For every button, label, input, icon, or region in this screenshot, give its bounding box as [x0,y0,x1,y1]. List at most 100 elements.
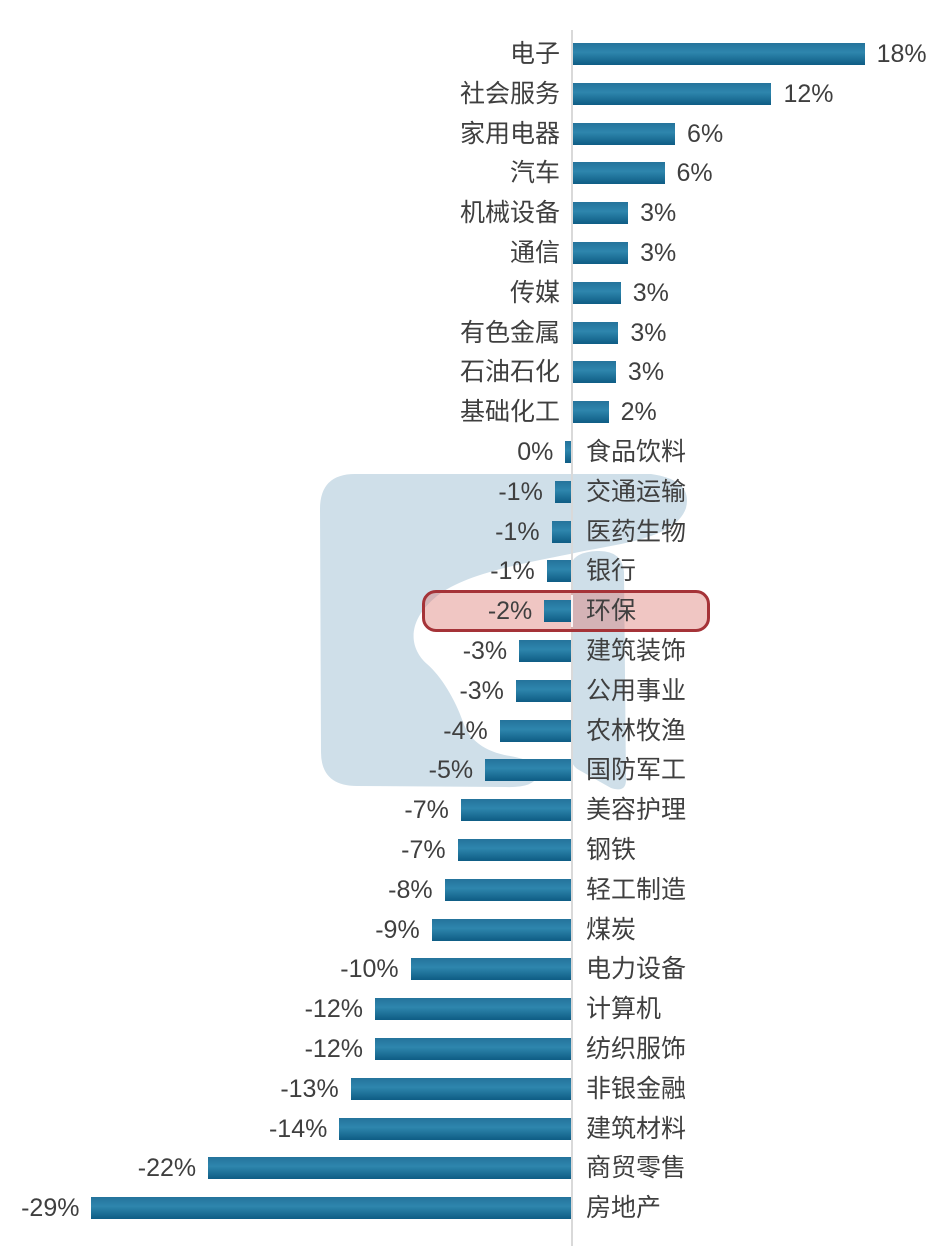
bar [573,321,619,344]
axis-zero-line [571,30,573,1246]
bar [573,202,629,225]
category-label: 通信 [509,239,560,267]
bar [565,441,571,463]
bar [573,361,616,384]
value-label: -12% [304,995,363,1024]
bar-row: 房地产 -29% [0,1188,946,1228]
value-label: 3% [627,358,665,387]
bar-row: 钢铁 -7% [0,830,946,870]
value-label: -22% [137,1154,197,1183]
category-label: 农林牧渔 [586,716,687,745]
bar [431,918,571,941]
bar [515,679,571,702]
bar-row: 环保 -2% [0,591,946,631]
bar-row: 食品饮料 0% [0,432,946,472]
category-label: 交通运输 [586,477,687,506]
bar-row: 汽车 6% [0,153,946,193]
value-label: 2% [620,398,657,427]
s-logo-left-swoosh [320,474,687,788]
s-logo-watermark [320,474,687,790]
value-label: -3% [459,676,504,705]
bar-row: 建筑材料 -14% [0,1109,946,1149]
bar [350,1077,571,1100]
bar-row: 银行 -1% [0,551,946,591]
bar-row: 电力设备 -10% [0,949,946,989]
category-label: 汽车 [509,159,560,188]
bar-row: 国防军工 -5% [0,750,946,790]
value-label: -29% [21,1194,80,1223]
bar-row: 石油石化 3% [0,352,946,392]
category-label: 公用事业 [586,676,687,705]
bar [499,719,571,742]
bar-row: 建筑装饰 -3% [0,631,946,671]
bar-row: 医药生物 -1% [0,512,946,552]
value-label: -5% [428,756,474,785]
value-label: -1% [490,557,535,586]
value-label: -13% [280,1074,339,1103]
category-label: 非银金融 [586,1074,687,1103]
bar [91,1197,571,1220]
category-label: 美容护理 [586,796,687,825]
bar [444,878,571,901]
category-label: 计算机 [586,995,662,1024]
value-label: 0% [517,438,554,466]
bar-row: 通信 3% [0,233,946,273]
bar [410,958,571,981]
bar-row: 美容护理 -7% [0,790,946,830]
category-label: 钢铁 [586,836,637,864]
bar-row: 基础化工 2% [0,392,946,432]
value-label: -14% [268,1114,328,1143]
category-label: 传媒 [509,278,560,307]
bar [339,1117,571,1140]
category-label: 电力设备 [586,955,687,984]
category-label: 机械设备 [459,199,560,228]
bar [457,839,571,861]
bar [573,401,609,424]
category-label: 环保 [586,597,637,626]
bar-row: 计算机 -12% [0,989,946,1029]
bar [573,122,676,145]
value-label: -1% [498,477,543,506]
bar-row: 非银金融 -13% [0,1069,946,1109]
bar [208,1157,571,1180]
category-label: 社会服务 [459,79,560,108]
s-logo-right-stroke [571,550,626,790]
bar-row: 交通运输 -1% [0,472,946,512]
category-label: 建筑装饰 [586,637,687,665]
bar-row: 电子 18% [0,34,946,74]
value-label: 6% [687,119,724,148]
value-label: -1% [495,517,540,546]
value-label: -8% [388,875,433,904]
value-label: 3% [640,239,677,267]
bar-row: 煤炭 -9% [0,910,946,950]
value-label: -3% [462,637,508,665]
highlight-axis-gap [571,595,573,628]
category-label: 电子 [509,40,560,68]
bar [573,43,865,65]
category-label: 食品饮料 [586,438,687,466]
value-label: 3% [630,318,667,347]
category-label: 基础化工 [459,398,560,427]
bar-row: 机械设备 3% [0,193,946,233]
value-label: 18% [876,40,927,68]
category-label: 石油石化 [459,358,560,387]
bar-row: 社会服务 12% [0,74,946,114]
category-label: 房地产 [586,1194,662,1223]
bar [519,640,571,662]
value-label: -10% [340,955,399,984]
category-label: 医药生物 [586,517,687,546]
value-label: -7% [401,836,446,864]
bar [460,799,571,822]
bar-row: 传媒 3% [0,273,946,313]
bar-row: 纺织服饰 -12% [0,1029,946,1069]
bar [551,520,571,543]
bar-row: 农林牧渔 -4% [0,711,946,751]
category-label: 家用电器 [459,119,560,148]
bar [544,600,571,623]
value-label: -4% [443,716,488,745]
bar-row: 轻工制造 -8% [0,870,946,910]
bar [573,82,772,105]
bar [374,998,571,1021]
bar [573,162,665,185]
